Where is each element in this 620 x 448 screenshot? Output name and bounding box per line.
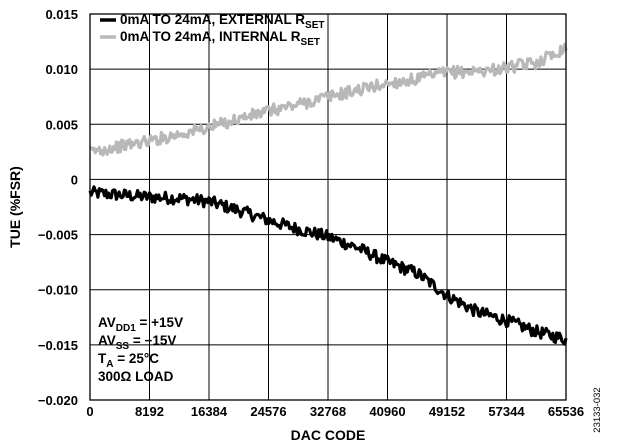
y-tick-label: 0 — [71, 172, 78, 187]
legend-label-internal-main: 0mA TO 24mA, INTERNAL R — [120, 29, 301, 44]
legend-label-external: 0mA TO 24mA, EXTERNAL RSET — [120, 12, 325, 31]
series-external-rset — [88, 185, 568, 346]
y-tick-label: 0.005 — [45, 117, 78, 132]
legend-label-external-sub: SET — [305, 20, 324, 31]
x-tick-label: 40960 — [369, 404, 405, 419]
x-tick-label: 8192 — [135, 404, 164, 419]
figure-id: 23133-032 — [592, 387, 603, 432]
legend: 0mA TO 24mA, EXTERNAL RSET 0mA TO 24mA, … — [100, 12, 325, 48]
x-tick-label: 65536 — [548, 404, 584, 419]
x-tick-label: 16384 — [191, 404, 228, 419]
series-internal-rset — [88, 42, 568, 157]
x-axis-label: DAC CODE — [291, 427, 366, 443]
x-tick-label: 57344 — [488, 404, 525, 419]
y-tick-labels: 0.015 0.010 0.005 0 −0.005 −0.010 −0.015 −0.020 — [38, 7, 78, 408]
x-tick-label: 0 — [86, 404, 93, 419]
x-tick-label: 24576 — [250, 404, 286, 419]
legend-label-internal: 0mA TO 24mA, INTERNAL RSET — [120, 29, 320, 48]
annotation-temperature: TA = 25°C — [98, 351, 159, 370]
y-tick-label: −0.015 — [38, 338, 78, 353]
y-tick-label: −0.005 — [38, 228, 78, 243]
y-tick-label: 0.010 — [45, 62, 78, 77]
x-tick-label: 32768 — [310, 404, 346, 419]
y-tick-label: 0.015 — [45, 7, 78, 22]
annotation-load: 300Ω LOAD — [98, 369, 174, 384]
annotation-avdd1: AVDD1 = +15V — [98, 315, 183, 334]
y-tick-label: −0.010 — [38, 283, 78, 298]
y-tick-label: −0.020 — [38, 393, 78, 408]
series-layer — [88, 42, 568, 346]
annotation-avss: AVSS = −15V — [98, 333, 176, 352]
plot-frame — [89, 13, 567, 401]
legend-label-external-main: 0mA TO 24mA, EXTERNAL R — [120, 12, 305, 27]
x-tick-labels: 0 8192 16384 24576 32768 40960 49152 57344 65536 — [86, 404, 584, 419]
x-tick-label: 49152 — [429, 404, 465, 419]
conditions-annotation: AVDD1 = +15V AVSS = −15V TA = 25°C 300Ω … — [98, 315, 183, 384]
y-axis-label: TUE (%FSR) — [7, 166, 23, 248]
legend-label-internal-sub: SET — [301, 37, 320, 48]
